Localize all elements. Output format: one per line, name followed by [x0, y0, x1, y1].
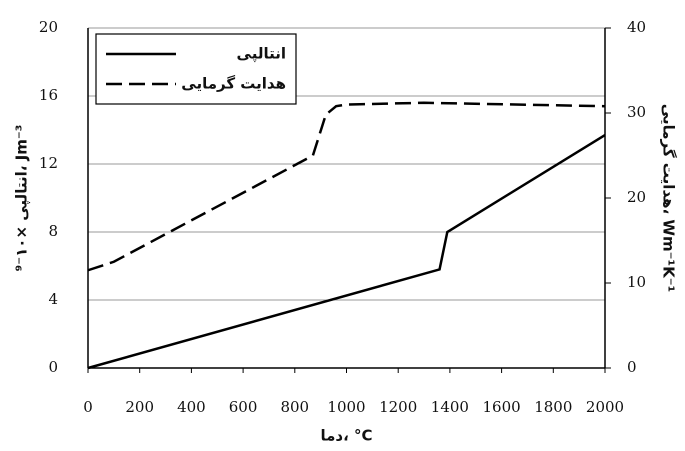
x-tick-label: 1800: [534, 398, 572, 416]
y-tick-label: 0: [48, 358, 58, 376]
x-tick-label: 600: [229, 398, 258, 416]
y-tick-label: 4: [48, 290, 58, 308]
series-line: [87, 101, 606, 272]
legend-label: هدایت گرمایی: [181, 75, 286, 93]
x-tick-label: 2000: [586, 398, 624, 416]
y-axis-label: انتالپی ×۱۰⁻⁹، Jm⁻³: [13, 125, 32, 272]
y2-tick-label: 40: [627, 18, 646, 36]
legend-label: انتالپی: [237, 45, 286, 64]
y2-tick-label: 0: [627, 358, 637, 376]
x-tick-label: 1000: [327, 398, 365, 416]
legend-box: [95, 33, 297, 105]
x-tick-label: 1600: [483, 398, 521, 416]
y2-tick-label: 10: [627, 273, 646, 291]
x-tick-label: 800: [280, 398, 309, 416]
x-tick-label: 200: [125, 398, 154, 416]
y-tick-label: 20: [39, 18, 58, 36]
y2-tick-label: 20: [627, 188, 646, 206]
x-tick-label: 1400: [431, 398, 469, 416]
y2-axis-label: هدایت گرمایی، Wm⁻¹K⁻¹: [660, 104, 678, 292]
x-tick-label: 0: [83, 398, 93, 416]
y-tick-label: 12: [39, 154, 58, 172]
y-tick-label: 16: [39, 86, 58, 104]
x-axis-label: دما، °C: [320, 427, 372, 445]
y-tick-label: 8: [48, 222, 58, 240]
y2-tick-label: 30: [627, 103, 646, 121]
series-line: [87, 134, 606, 370]
x-tick-label: 1200: [379, 398, 417, 416]
x-tick-label: 400: [177, 398, 206, 416]
